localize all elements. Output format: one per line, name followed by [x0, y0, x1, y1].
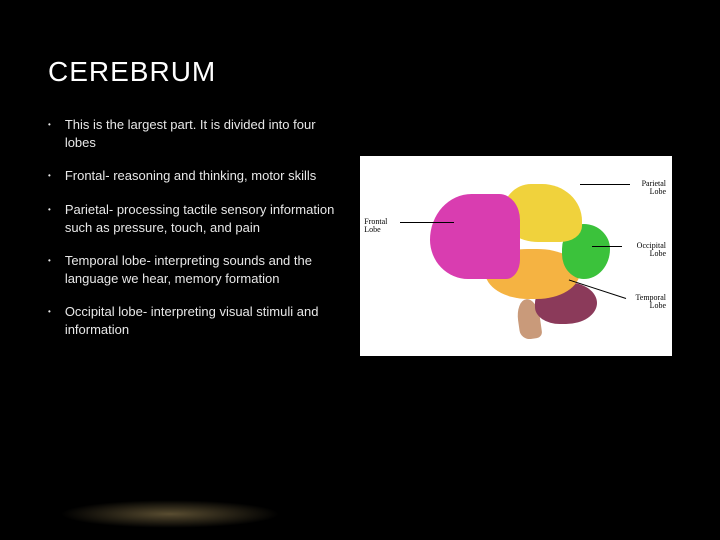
bullet-text: Parietal- processing tactile sensory inf…: [65, 201, 340, 236]
brain-diagram: Frontal Lobe Parietal Lobe Occipital Lob…: [360, 156, 672, 356]
bullet-item: • Temporal lobe- interpreting sounds and…: [48, 252, 340, 287]
bullet-item: • This is the largest part. It is divide…: [48, 116, 340, 151]
leader-line-icon: [580, 184, 630, 185]
bullet-text: Temporal lobe- interpreting sounds and t…: [65, 252, 340, 287]
slide-title: CEREBRUM: [48, 56, 672, 88]
leader-line-icon: [592, 246, 622, 247]
bullet-list: • This is the largest part. It is divide…: [48, 116, 340, 356]
leader-line-icon: [400, 222, 454, 223]
temporal-label: Temporal Lobe: [635, 294, 666, 310]
content-row: • This is the largest part. It is divide…: [48, 116, 672, 356]
bullet-item: • Parietal- processing tactile sensory i…: [48, 201, 340, 236]
frontal-lobe-region: [430, 194, 520, 279]
bullet-marker-icon: •: [48, 116, 51, 151]
parietal-label: Parietal Lobe: [642, 180, 666, 196]
bullet-text: Frontal- reasoning and thinking, motor s…: [65, 167, 316, 185]
slide: CEREBRUM • This is the largest part. It …: [0, 0, 720, 540]
bullet-text: This is the largest part. It is divided …: [65, 116, 340, 151]
label-text: Occipital Lobe: [637, 241, 666, 258]
bullet-text: Occipital lobe- interpreting visual stim…: [65, 303, 340, 338]
bullet-item: • Frontal- reasoning and thinking, motor…: [48, 167, 340, 185]
label-text: Parietal Lobe: [642, 179, 666, 196]
occipital-label: Occipital Lobe: [637, 242, 666, 258]
brain-shape: [430, 174, 610, 324]
label-text: Frontal Lobe: [364, 217, 387, 234]
bullet-marker-icon: •: [48, 252, 51, 287]
frontal-label: Frontal Lobe: [364, 218, 387, 234]
bullet-item: • Occipital lobe- interpreting visual st…: [48, 303, 340, 338]
bullet-marker-icon: •: [48, 167, 51, 185]
bullet-marker-icon: •: [48, 201, 51, 236]
label-text: Temporal Lobe: [635, 293, 666, 310]
bullet-marker-icon: •: [48, 303, 51, 338]
